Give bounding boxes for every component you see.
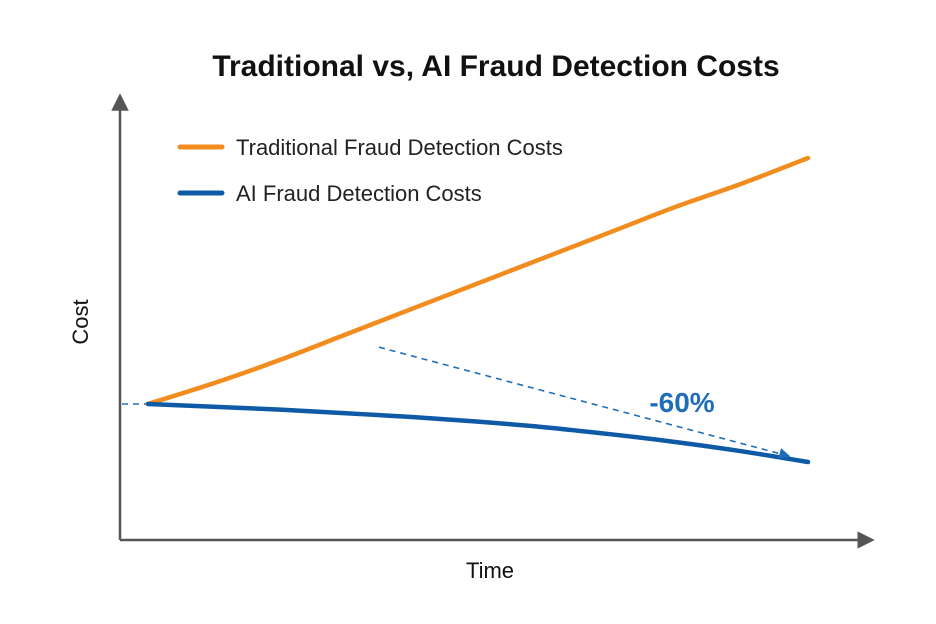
legend-label-ai: AI Fraud Detection Costs bbox=[236, 181, 482, 206]
y-axis-label: Cost bbox=[68, 299, 93, 344]
annotation-arrow bbox=[378, 346, 791, 459]
legend: Traditional Fraud Detection Costs AI Fra… bbox=[177, 135, 563, 206]
annotation-label: -60% bbox=[649, 387, 714, 418]
chart-title: Traditional vs, AI Fraud Detection Costs bbox=[212, 50, 779, 83]
series-line-ai bbox=[145, 401, 811, 465]
series-line-traditional bbox=[145, 155, 811, 407]
x-axis-label: Time bbox=[466, 558, 514, 583]
legend-label-traditional: Traditional Fraud Detection Costs bbox=[236, 135, 563, 160]
